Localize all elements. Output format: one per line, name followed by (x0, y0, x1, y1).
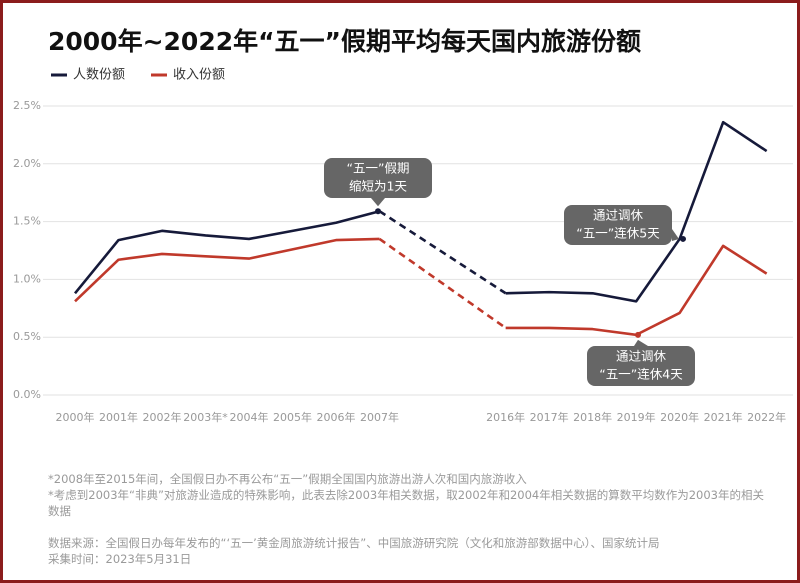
source: 采集时间：2023年5月31日 (48, 552, 192, 566)
callout-pointer (634, 339, 648, 346)
y-tick-label: 1.5% (13, 215, 41, 228)
anchor-dot (375, 208, 381, 215)
y-tick-label: 2.5% (13, 99, 41, 112)
line-gap (378, 210, 507, 295)
x-tick-label: 2021年 (704, 410, 743, 424)
x-tick-label: 2017年 (530, 410, 569, 424)
anchor-dot (680, 235, 686, 242)
line-series (505, 244, 768, 337)
x-tick-label: 2001年 (99, 410, 138, 424)
callout-text: “五一”假期 (347, 161, 410, 176)
line-gap (378, 237, 507, 330)
y-tick-label: 0.0% (13, 388, 41, 401)
x-tick-label: 2007年 (360, 410, 399, 424)
x-tick-label: 2005年 (273, 410, 312, 424)
x-tick-label: 2004年 (230, 410, 269, 424)
x-tick-label: 2002年 (143, 410, 182, 424)
x-tick-label: 2018年 (573, 410, 612, 424)
callout-box (564, 205, 672, 245)
line-series (74, 237, 380, 303)
callout-box (587, 346, 695, 386)
x-tick-label: 2016年 (486, 410, 525, 424)
anchor-dot (635, 331, 641, 338)
footnote: *2008年至2015年间，全国假日办不再公布“五一”假期全国国内旅游出游人次和… (48, 472, 527, 486)
y-tick-label: 1.0% (13, 272, 41, 285)
callout-text: 通过调休 (593, 208, 644, 223)
callout-text: “五一”连休4天 (599, 367, 683, 382)
callout-pointer (672, 229, 679, 241)
callout-text: “五一”连休5天 (576, 226, 660, 241)
x-tick-label: 2022年 (747, 410, 786, 424)
chart-title: 2000年~2022年“五一”假期平均每天国内旅游份额 (48, 27, 641, 56)
x-tick-label: 2006年 (317, 410, 356, 424)
callout-text: 缩短为1天 (349, 179, 407, 194)
chart: 2000年~2022年“五一”假期平均每天国内旅游份额 0.0% 0.5% 1.0%… (13, 27, 793, 424)
line-series (73, 209, 380, 295)
x-tick-label: 2019年 (617, 410, 656, 424)
legend-label: 人数份额 (73, 68, 125, 83)
x-tick-label: 2000年 (56, 410, 95, 424)
line-series (505, 120, 768, 303)
callout-text: 通过调休 (616, 349, 667, 364)
x-tick-label: 2020年 (660, 410, 699, 424)
y-tick-label: 0.5% (13, 330, 41, 343)
callout-pointer (371, 198, 385, 207)
legend-label: 收入份额 (173, 68, 225, 83)
footnote: *考虑到2003年“非典”对旅游业造成的特殊影响，此表去除2003年相关数据，取… (48, 488, 764, 518)
source: 数据来源：全国假日办每年发布的“‘五一’黄金周旅游统计报告”、中国旅游研究院（文… (48, 536, 660, 550)
callout-box (324, 158, 432, 198)
x-tick-label: 2003年* (183, 410, 228, 424)
y-tick-label: 2.0% (13, 157, 41, 170)
